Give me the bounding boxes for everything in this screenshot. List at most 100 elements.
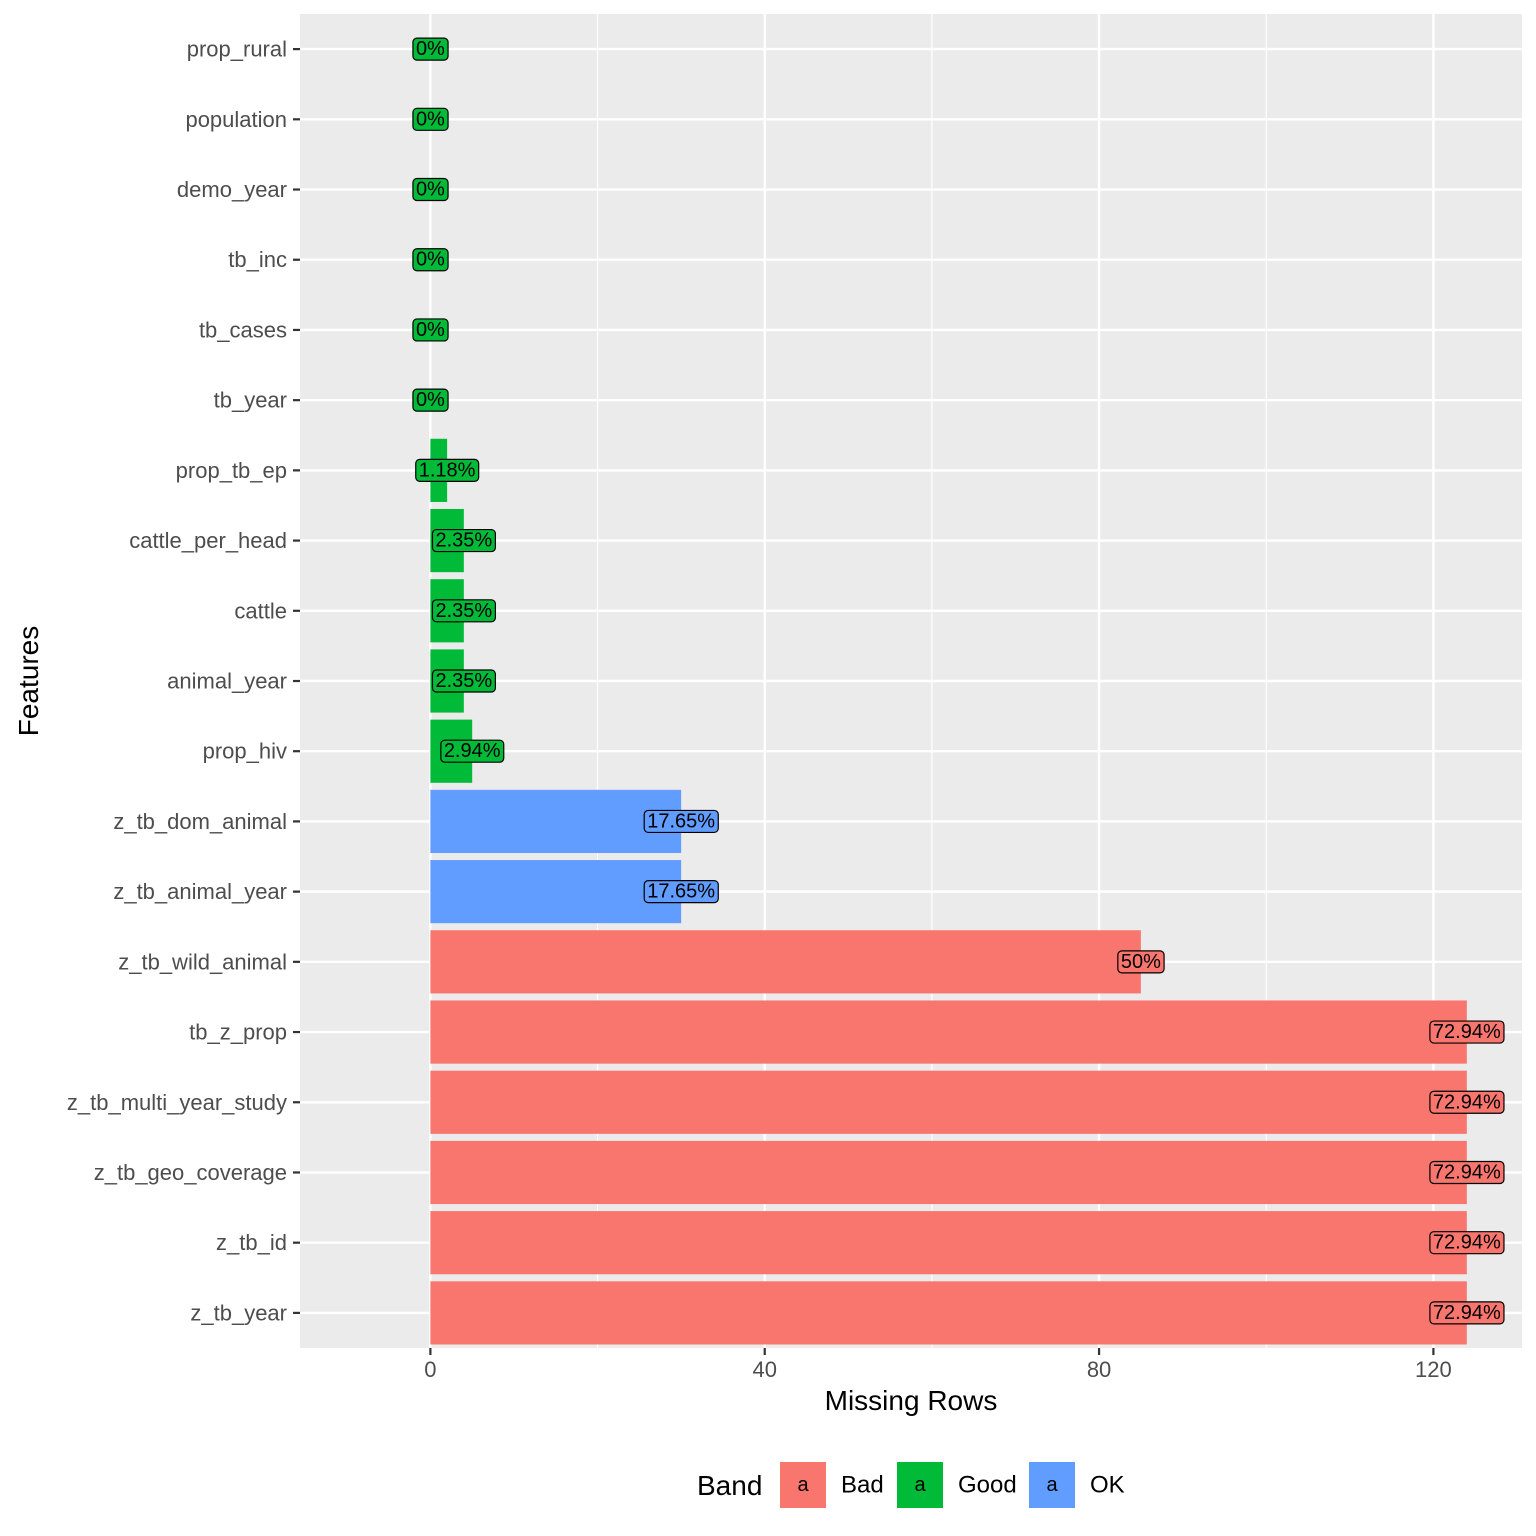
y-axis: z_tb_year z_tb_id z_tb_geo_coverage z_tb_mu…: [67, 37, 300, 1325]
x-tick-label-40: 40: [752, 1357, 776, 1382]
bar-label-text: 0%: [416, 249, 445, 271]
bar-label-box: [431, 528, 496, 553]
legend-key-good: [897, 1462, 943, 1508]
bar-z-tb-multi-year-study: [430, 1070, 1467, 1134]
bar-label-box: [412, 37, 449, 61]
bar-label-population: 0%: [412, 107, 449, 131]
bar-label-text: 0%: [416, 319, 445, 341]
bar-label-text: 0%: [416, 389, 445, 411]
bar-label-prop-tb-ep: 1.18%: [415, 458, 480, 482]
bar-label-text: 2.94%: [444, 740, 501, 762]
bar-label-text: 0%: [416, 108, 445, 130]
y-tick-label-z-tb-wild-animal: z_tb_wild_animal: [118, 949, 287, 974]
legend-label-bad: Bad: [841, 1472, 884, 1499]
bar-label-text: 72.94%: [1433, 1232, 1501, 1254]
bar-label-z-tb-year: 72.94%: [1429, 1301, 1505, 1325]
bar-label-box: [1429, 1301, 1505, 1325]
bar-z-tb-geo-coverage: [430, 1140, 1467, 1205]
y-tick-label-z-tb-dom-animal: z_tb_dom_animal: [113, 809, 287, 834]
y-tick-label-z-tb-animal-year: z_tb_animal_year: [113, 879, 287, 904]
x-tick-label-80: 80: [1087, 1357, 1111, 1382]
y-tick-label-z-tb-geo-coverage: z_tb_geo_coverage: [94, 1160, 287, 1185]
bar-z-tb-animal-year: [430, 860, 682, 924]
y-axis-title: Features: [13, 626, 44, 737]
y-tick-label-prop-hiv: prop_hiv: [203, 739, 287, 764]
bar-label-z-tb-wild-animal: 50%: [1117, 950, 1165, 974]
bar-label-text: 72.94%: [1433, 1021, 1501, 1043]
bar-label-box: [643, 880, 719, 904]
bar-z-tb-wild-animal: [430, 930, 1141, 994]
legend-key-glyph: a: [1046, 1474, 1058, 1496]
y-tick-label-z-tb-year: z_tb_year: [190, 1300, 287, 1325]
bar-label-z-tb-geo-coverage: 72.94%: [1429, 1160, 1505, 1185]
bar-label-box: [1429, 1090, 1505, 1114]
y-tick-label-tb-year: tb_year: [214, 388, 287, 413]
bar-label-box: [415, 458, 480, 482]
bar-label-cattle-per-head: 2.35%: [431, 528, 496, 553]
bar-label-z-tb-animal-year: 17.65%: [643, 880, 719, 904]
bar-label-box: [1117, 950, 1165, 974]
bar-label-tb-cases: 0%: [412, 318, 449, 342]
bar-label-text: 0%: [416, 38, 445, 60]
legend-key-ok: [1029, 1462, 1075, 1508]
bar-z-tb-year: [430, 1281, 1467, 1345]
x-axis-title: Missing Rows: [825, 1385, 998, 1416]
bar-label-box: [1429, 1020, 1505, 1044]
y-tick-label-z-tb-id: z_tb_id: [216, 1230, 287, 1255]
bar-label-z-tb-multi-year-study: 72.94%: [1429, 1090, 1505, 1114]
bar-label-text: 50%: [1121, 951, 1161, 973]
bar-label-box: [1429, 1160, 1505, 1185]
bar-label-text: 1.18%: [419, 459, 476, 481]
y-tick-label-tb-inc: tb_inc: [228, 247, 287, 272]
bar-label-text: 2.35%: [435, 530, 492, 552]
bar-label-box: [431, 669, 496, 693]
bar-label-z-tb-id: 72.94%: [1429, 1231, 1505, 1255]
y-tick-label-prop-tb-ep: prop_tb_ep: [176, 458, 287, 483]
bar-label-box: [431, 599, 496, 623]
legend: Band a Bad a Good a OK: [697, 1462, 1125, 1508]
legend-label-ok: OK: [1090, 1472, 1125, 1499]
bar-label-prop-hiv: 2.94%: [440, 739, 505, 763]
x-axis: 0 40 80 120: [424, 1348, 1452, 1382]
bar-tb-z-prop: [430, 1000, 1467, 1064]
bar-label-demo-year: 0%: [412, 177, 449, 202]
bar-label-tb-year: 0%: [412, 388, 449, 412]
bar-label-text: 0%: [416, 179, 445, 201]
bar-label-box: [412, 388, 449, 412]
bar-label-cattle: 2.35%: [431, 599, 496, 623]
bar-label-box: [412, 107, 449, 131]
bar-label-text: 72.94%: [1433, 1091, 1501, 1113]
bar-label-text: 2.35%: [435, 600, 492, 622]
legend-key-bad: [780, 1462, 826, 1508]
legend-title: Band: [697, 1470, 762, 1501]
bar-z-tb-id: [430, 1211, 1467, 1275]
bar-label-text: 72.94%: [1433, 1161, 1501, 1183]
bar-z-tb-dom-animal: [430, 789, 682, 854]
bar-label-box: [412, 177, 449, 202]
bar-label-box: [440, 739, 505, 763]
x-tick-label-120: 120: [1415, 1357, 1452, 1382]
bar-label-animal-year: 2.35%: [431, 669, 496, 693]
bar-labels-group: 72.94% 72.94% 72.94% 72.94% 72.94% 50% 17.65% 1…: [412, 37, 1505, 1325]
legend-key-glyph: a: [914, 1474, 926, 1496]
bar-label-tb-z-prop: 72.94%: [1429, 1020, 1505, 1044]
y-tick-label-z-tb-multi-year-study: z_tb_multi_year_study: [67, 1090, 287, 1115]
y-tick-label-tb-z-prop: tb_z_prop: [189, 1020, 287, 1045]
legend-label-good: Good: [958, 1472, 1017, 1499]
y-tick-label-prop-rural: prop_rural: [187, 37, 287, 62]
bar-label-box: [643, 809, 719, 834]
bars-group: [430, 438, 1467, 1345]
y-tick-label-animal-year: animal_year: [167, 669, 287, 694]
y-tick-label-cattle-per-head: cattle_per_head: [129, 528, 287, 553]
bar-label-text: 17.65%: [647, 810, 715, 832]
bar-label-text: 2.35%: [435, 670, 492, 692]
bar-label-prop-rural: 0%: [412, 37, 449, 61]
y-tick-label-cattle: cattle: [234, 598, 287, 623]
legend-key-glyph: a: [797, 1474, 809, 1496]
bar-label-tb-inc: 0%: [412, 248, 449, 272]
y-tick-label-population: population: [185, 107, 287, 132]
bar-label-text: 72.94%: [1433, 1302, 1501, 1324]
bar-label-z-tb-dom-animal: 17.65%: [643, 809, 719, 834]
y-tick-label-tb-cases: tb_cases: [199, 317, 287, 342]
